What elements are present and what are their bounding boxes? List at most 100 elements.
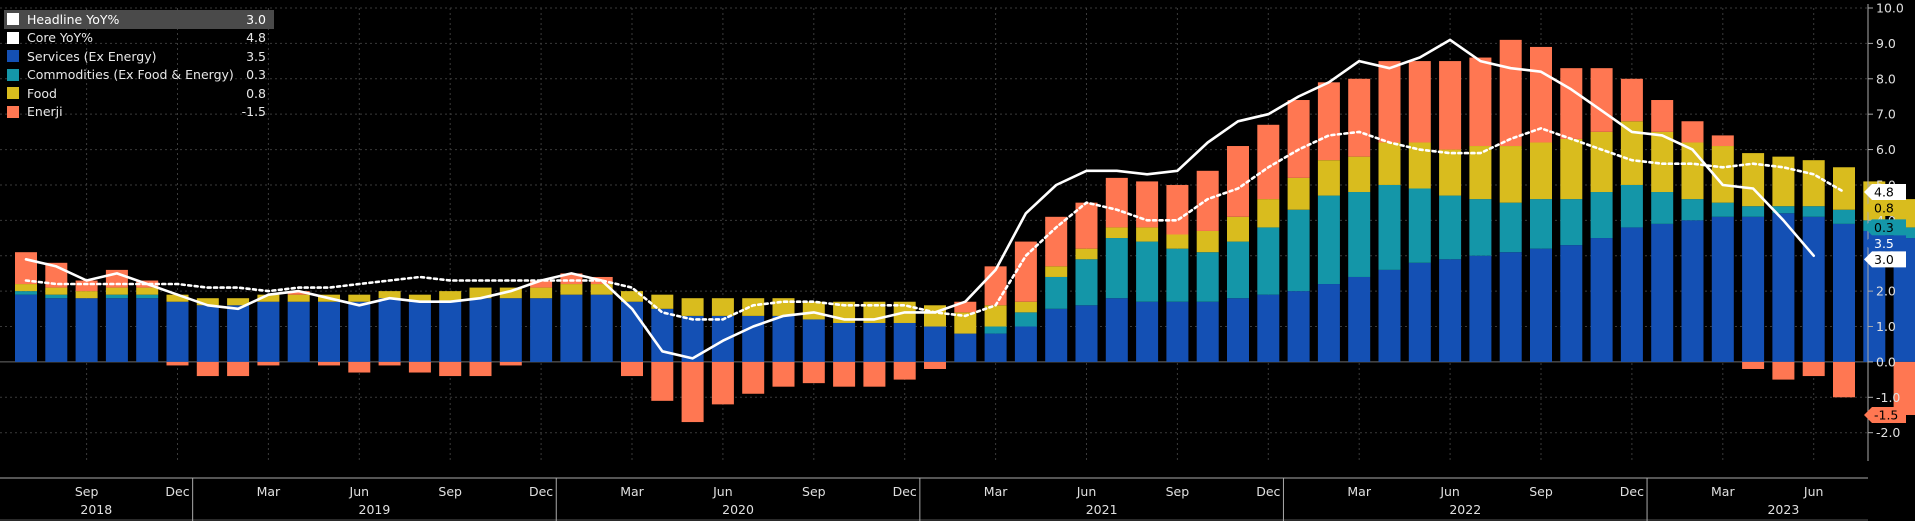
bar-segment [742, 315, 765, 362]
bar-segment [75, 298, 98, 362]
bar-segment [1317, 284, 1340, 362]
x-tick-label: Mar [620, 484, 644, 499]
x-tick-label: Jun [1076, 484, 1097, 499]
bar-segment [499, 298, 522, 362]
bar-segment [1893, 238, 1915, 362]
bar-segment [318, 361, 340, 366]
bar-segment [984, 305, 1007, 327]
bar-segment [1196, 170, 1219, 231]
bar-segment [318, 301, 340, 362]
end-tag-label: -1.5 [1874, 407, 1898, 422]
x-tick-label: Sep [438, 484, 462, 499]
bar-segment [1469, 146, 1492, 200]
bar-segment [1378, 61, 1401, 143]
bar-segment [1257, 227, 1280, 295]
year-label: 2021 [1086, 502, 1118, 517]
bar-segment [893, 361, 916, 380]
bar-segment [136, 294, 159, 299]
bar-segment [1257, 294, 1280, 362]
bar-segment [378, 291, 401, 299]
bar-segment [287, 291, 310, 295]
bar-segment [621, 291, 643, 302]
bar-segment [1317, 160, 1340, 196]
legend-swatch [7, 31, 19, 44]
x-tick-label: Sep [1166, 484, 1190, 499]
bar-segment [136, 298, 159, 362]
x-tick-label: Jun [712, 484, 733, 499]
bar-segment [530, 280, 553, 288]
end-tag-box [1864, 219, 1906, 236]
x-tick-label: Jun [349, 484, 370, 499]
bar-segment [1045, 276, 1068, 309]
bar-segment [1651, 192, 1674, 224]
bar-segment [954, 301, 977, 313]
bar-segment [348, 301, 371, 362]
y-tick-label: 10.0 [1876, 1, 1904, 16]
x-tick-label: Dec [529, 484, 553, 499]
bar-segment [15, 294, 37, 362]
bar-segment [1196, 230, 1219, 253]
x-tick-label: Mar [1347, 484, 1371, 499]
bar-segment [499, 361, 522, 366]
bar-segment [1772, 206, 1795, 214]
x-tick-label: Sep [75, 484, 99, 499]
bar-segment [1348, 156, 1371, 193]
bar-segment [651, 294, 674, 309]
bar-segment [1742, 361, 1765, 369]
bar-segment [1136, 241, 1159, 302]
bar-segment [1499, 252, 1522, 362]
bar-segment [287, 294, 310, 302]
bar-segment [408, 294, 431, 302]
bar-segment [802, 361, 825, 384]
legend-item: Services (Ex Energy) 3.5 [4, 47, 274, 66]
bar-segment [257, 361, 280, 366]
x-tick-label: Sep [802, 484, 826, 499]
x-tick-label: Mar [1711, 484, 1735, 499]
headline-yoy-line [24, 38, 1815, 360]
bar-segment [1075, 202, 1098, 249]
bar-segment [1348, 192, 1371, 277]
bar-segment [1620, 227, 1643, 362]
core-yoy-line [24, 127, 1846, 321]
legend: Headline YoY% 3.0 Core YoY% 4.8 Services (Ex… [4, 10, 274, 121]
year-label: 2022 [1449, 502, 1481, 517]
bar-segment [802, 319, 825, 362]
bar-segment [1045, 266, 1068, 277]
bar-segment [1287, 291, 1310, 362]
bar-segment [1499, 39, 1522, 147]
bar-segment [105, 294, 128, 299]
bar-segment [1772, 361, 1795, 380]
bar-segment [1227, 241, 1249, 299]
bar-segment [1590, 68, 1613, 132]
bar-segment [1014, 241, 1037, 302]
bar-segment [711, 315, 734, 362]
bar-segment [1833, 223, 1855, 362]
bar-segment [1105, 227, 1128, 239]
legend-value: 3.0 [246, 11, 266, 27]
end-tag-box [1864, 235, 1906, 252]
end-tag-label: 3.0 [1874, 252, 1894, 267]
bar-segment [1833, 361, 1855, 398]
y-tick-label: 1.0 [1876, 319, 1896, 334]
bar-segment [227, 305, 250, 362]
bar-segment [136, 287, 159, 295]
end-tag: 3.0 [1864, 251, 1906, 268]
bar-segment [1166, 301, 1189, 362]
y-tick-label: -2.0 [1876, 425, 1900, 440]
bar-segment [469, 361, 492, 377]
bar-segment [1166, 248, 1189, 302]
bar-segment [1075, 305, 1098, 362]
bar-segment [499, 287, 522, 299]
lines [24, 38, 1846, 360]
bar-segment [1681, 121, 1704, 143]
bar-segment [1378, 269, 1401, 362]
legend-value: 0.8 [246, 85, 266, 101]
legend-name: Headline YoY% [27, 11, 120, 27]
legend-item: Core YoY% 4.8 [4, 29, 274, 48]
bar-segment [1681, 199, 1704, 221]
bar-segment [1499, 146, 1522, 203]
bar-segment [1620, 184, 1643, 228]
bar-segment [833, 322, 856, 362]
bar-segment [681, 298, 704, 316]
bar-segment [984, 326, 1007, 334]
